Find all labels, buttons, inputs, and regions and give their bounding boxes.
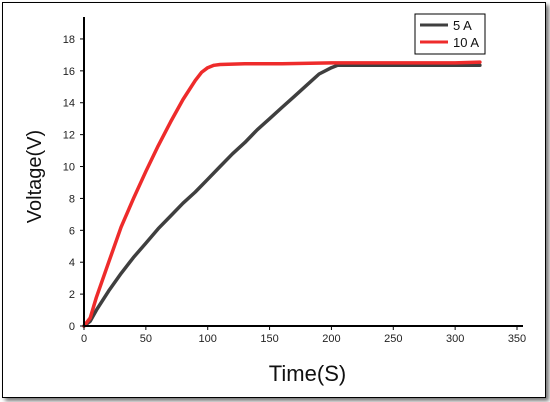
- y-tick-label: 16: [63, 66, 75, 78]
- axes-layer: 0 50 100 150 200 250 300 350 0 2 4 6 8 10 12 14 16 18: [63, 17, 526, 345]
- y-tick-label: 10: [63, 162, 75, 174]
- x-tick-label: 100: [199, 333, 217, 345]
- y-tick-label: 2: [69, 289, 75, 301]
- x-axis-title: Time(S): [269, 361, 346, 386]
- legend-box: [414, 13, 486, 55]
- series-line-5a: [82, 63, 482, 328]
- x-tick-label: 300: [446, 333, 464, 345]
- y-tick-label: 4: [69, 257, 75, 269]
- voltage-time-chart: 0 50 100 150 200 250 300 350 0 2 4 6 8 10 12 14 16 18 Tim…: [24, 13, 526, 386]
- chart-frame: 0 50 100 150 200 250 300 350 0 2 4 6 8 10 12 14 16 18 Tim…: [2, 2, 546, 398]
- y-tick-label: 8: [69, 193, 75, 205]
- x-tick-label: 50: [140, 333, 152, 345]
- y-axis-title: Voltage(V): [24, 130, 46, 223]
- plot-background: [84, 23, 517, 326]
- legend: 5 A 10 A: [414, 13, 486, 55]
- x-tick-label: 200: [322, 333, 340, 345]
- y-tick-label: 12: [63, 130, 75, 142]
- series-layer: [82, 60, 482, 328]
- x-tick-label: 150: [260, 333, 278, 345]
- plot-area: [84, 23, 517, 326]
- x-tick-label: 250: [384, 333, 402, 345]
- series-line-10a: [82, 60, 482, 328]
- x-tick-label: 0: [81, 333, 87, 345]
- y-tick-label: 6: [69, 225, 75, 237]
- y-tick-label: 18: [63, 34, 75, 46]
- legend-label-10a: 10 A: [453, 35, 479, 50]
- y-tick-label: 14: [63, 98, 75, 110]
- legend-label-5a: 5 A: [453, 18, 472, 33]
- x-tick-label: 350: [508, 333, 526, 345]
- y-tick-label: 0: [69, 321, 75, 333]
